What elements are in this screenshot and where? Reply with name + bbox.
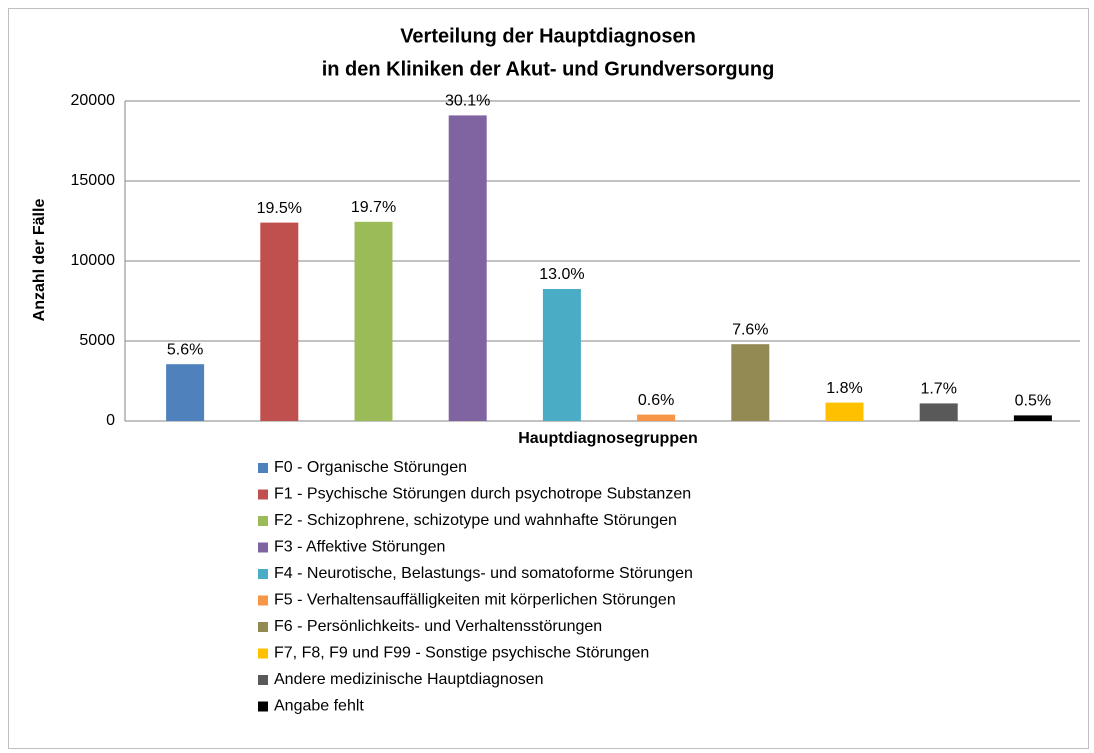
- legend-label: F5 - Verhaltensauffälligkeiten mit körpe…: [274, 592, 676, 609]
- legend-swatch: [258, 463, 268, 473]
- bar: [825, 402, 864, 421]
- y-tick-label: 15000: [71, 172, 116, 189]
- legend-swatch: [258, 516, 268, 526]
- y-tick-label: 20000: [71, 92, 116, 109]
- data-label: 1.7%: [920, 381, 956, 398]
- legend-swatch: [258, 542, 268, 553]
- legend-label: F4 - Neurotische, Belastungs- und somato…: [274, 565, 693, 582]
- legend-label: F2 - Schizophrene, schizotype und wahnha…: [274, 512, 677, 529]
- y-tick-label: 0: [106, 412, 115, 429]
- data-label: 19.7%: [351, 199, 396, 216]
- bar: [542, 289, 581, 421]
- bar: [637, 414, 676, 421]
- bar: [1013, 415, 1052, 421]
- chart-title: in den Kliniken der Akut- und Grundverso…: [322, 58, 775, 80]
- data-label: 7.6%: [732, 321, 768, 338]
- legend-label: F6 - Persönlichkeits- und Verhaltensstör…: [274, 618, 602, 635]
- legend-swatch: [258, 648, 268, 659]
- legend-swatch: [258, 701, 268, 712]
- legend-swatch: [258, 595, 268, 606]
- legend-swatch: [258, 569, 268, 579]
- legend-swatch: [258, 675, 268, 685]
- bar: [919, 403, 958, 421]
- y-axis-label: Anzahl der Fälle: [31, 199, 48, 322]
- legend-swatch: [258, 622, 268, 632]
- chart-title: Verteilung der Hauptdiagnosen: [400, 25, 696, 47]
- legend-label: F7, F8, F9 und F99 - Sonstige psychische…: [274, 645, 649, 662]
- legend-label: F0 - Organische Störungen: [274, 459, 467, 476]
- bar: [731, 344, 770, 421]
- bar: [448, 115, 487, 422]
- data-label: 13.0%: [539, 266, 584, 283]
- legend-label: F3 - Affektive Störungen: [274, 539, 445, 556]
- data-label: 5.6%: [167, 341, 203, 358]
- bar: [260, 222, 299, 421]
- data-label: 0.6%: [638, 392, 674, 409]
- data-label: 30.1%: [445, 93, 490, 110]
- data-label: 0.5%: [1015, 393, 1051, 410]
- data-label: 19.5%: [257, 200, 302, 217]
- y-tick-label: 10000: [71, 252, 116, 269]
- legend-label: F1 - Psychische Störungen durch psychotr…: [274, 486, 691, 503]
- bar: [354, 221, 393, 421]
- legend-label: Angabe fehlt: [274, 698, 364, 715]
- legend-swatch: [258, 489, 268, 500]
- data-label: 1.8%: [826, 380, 862, 397]
- x-axis-label: Hauptdiagnosegruppen: [518, 430, 698, 447]
- y-tick-label: 5000: [79, 332, 115, 349]
- legend-label: Andere medizinische Hauptdiagnosen: [274, 671, 544, 688]
- bar: [166, 364, 205, 421]
